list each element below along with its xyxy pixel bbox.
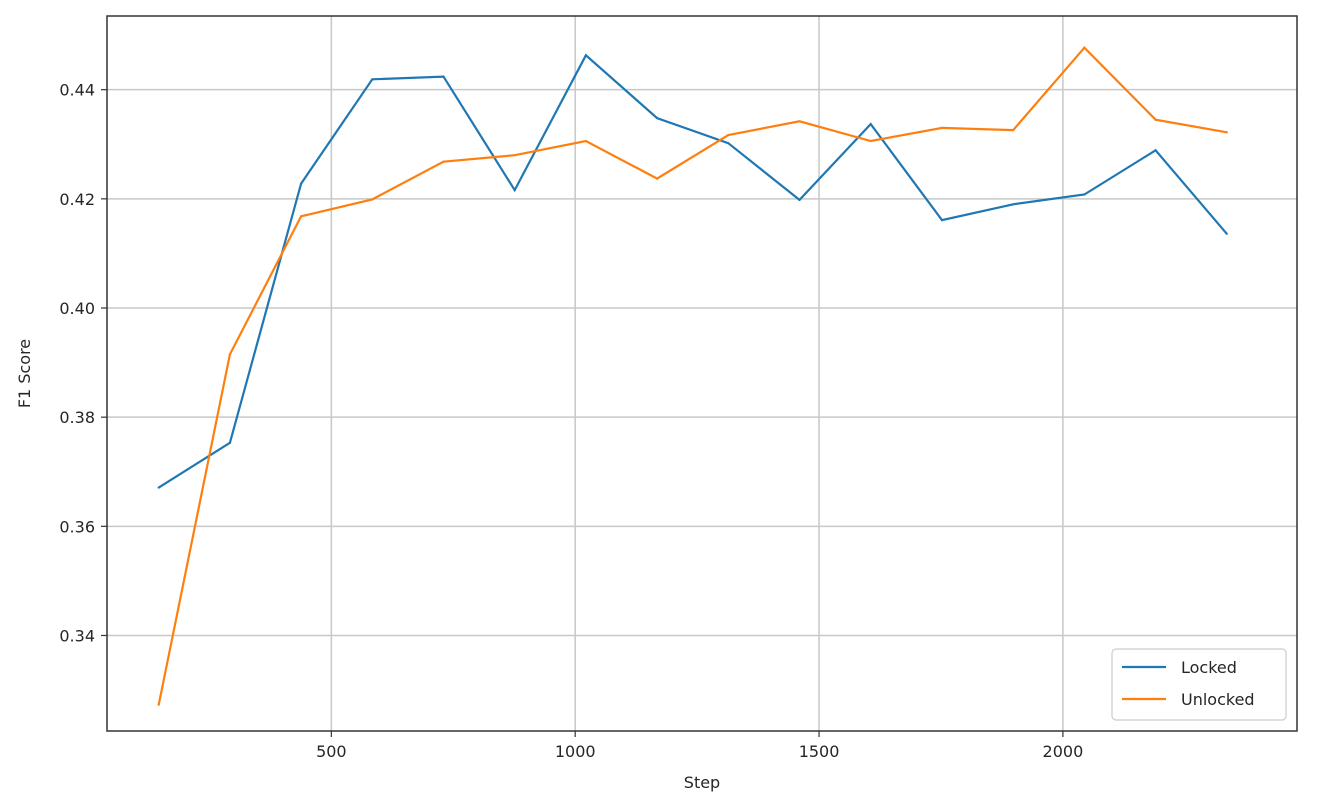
data-point-unlocked xyxy=(371,198,374,201)
data-point-unlocked xyxy=(442,160,445,163)
data-point-locked xyxy=(371,78,374,81)
y-tick-label: 0.40 xyxy=(59,299,95,318)
y-tick-label: 0.38 xyxy=(59,408,95,427)
data-point-unlocked xyxy=(157,703,160,706)
data-point-unlocked xyxy=(1012,128,1015,132)
x-tick-label: 2000 xyxy=(1043,742,1084,761)
data-point-locked xyxy=(584,54,588,57)
series-line-unlocked xyxy=(157,46,1227,706)
data-point-locked xyxy=(869,122,872,126)
x-tick-label: 500 xyxy=(316,742,347,761)
data-point-unlocked xyxy=(584,139,588,143)
data-point-locked xyxy=(442,75,445,78)
y-tick-label: 0.42 xyxy=(59,190,95,209)
series-layer xyxy=(157,46,1228,706)
data-point-unlocked xyxy=(1154,118,1157,121)
x-axis-label: Step xyxy=(684,773,720,792)
legend-label-locked: Locked xyxy=(1181,658,1237,677)
data-point-locked xyxy=(1225,232,1228,235)
y-tick-label: 0.34 xyxy=(59,626,95,645)
data-point-unlocked xyxy=(300,215,303,218)
data-point-unlocked xyxy=(228,353,232,356)
legend: Locked Unlocked xyxy=(1111,648,1287,721)
plot-frame xyxy=(106,15,1298,732)
data-point-unlocked xyxy=(869,139,872,143)
tick-layer: 500 1000 1500 2000 0.34 0.36 0.38 0.40 0.42 0.44 xyxy=(59,81,1083,761)
data-point-locked xyxy=(1012,203,1015,206)
grid-layer xyxy=(107,16,1297,731)
y-tick-label: 0.44 xyxy=(59,81,95,100)
data-point-locked xyxy=(513,189,516,192)
data-point-locked xyxy=(798,198,801,202)
data-point-unlocked xyxy=(656,177,659,180)
data-point-locked xyxy=(727,142,730,145)
series-line-locked xyxy=(158,53,1228,489)
data-point-locked xyxy=(940,219,944,222)
data-point-locked xyxy=(300,182,303,185)
data-point-unlocked xyxy=(1225,131,1228,134)
y-tick-label: 0.36 xyxy=(59,517,95,536)
x-tick-label: 1500 xyxy=(799,742,840,761)
data-point-unlocked xyxy=(513,154,516,157)
data-point-locked xyxy=(228,441,232,444)
data-point-locked xyxy=(1083,193,1086,196)
legend-label-unlocked: Unlocked xyxy=(1181,690,1255,709)
data-point-locked xyxy=(1154,149,1157,152)
data-point-locked xyxy=(656,116,659,120)
data-point-unlocked xyxy=(727,133,730,137)
data-point-locked xyxy=(157,486,160,489)
data-point-unlocked xyxy=(798,120,801,123)
x-tick-label: 1000 xyxy=(555,742,596,761)
data-point-unlocked xyxy=(940,126,944,129)
y-axis-label: F1 Score xyxy=(15,339,34,408)
data-point-unlocked xyxy=(1083,46,1086,49)
